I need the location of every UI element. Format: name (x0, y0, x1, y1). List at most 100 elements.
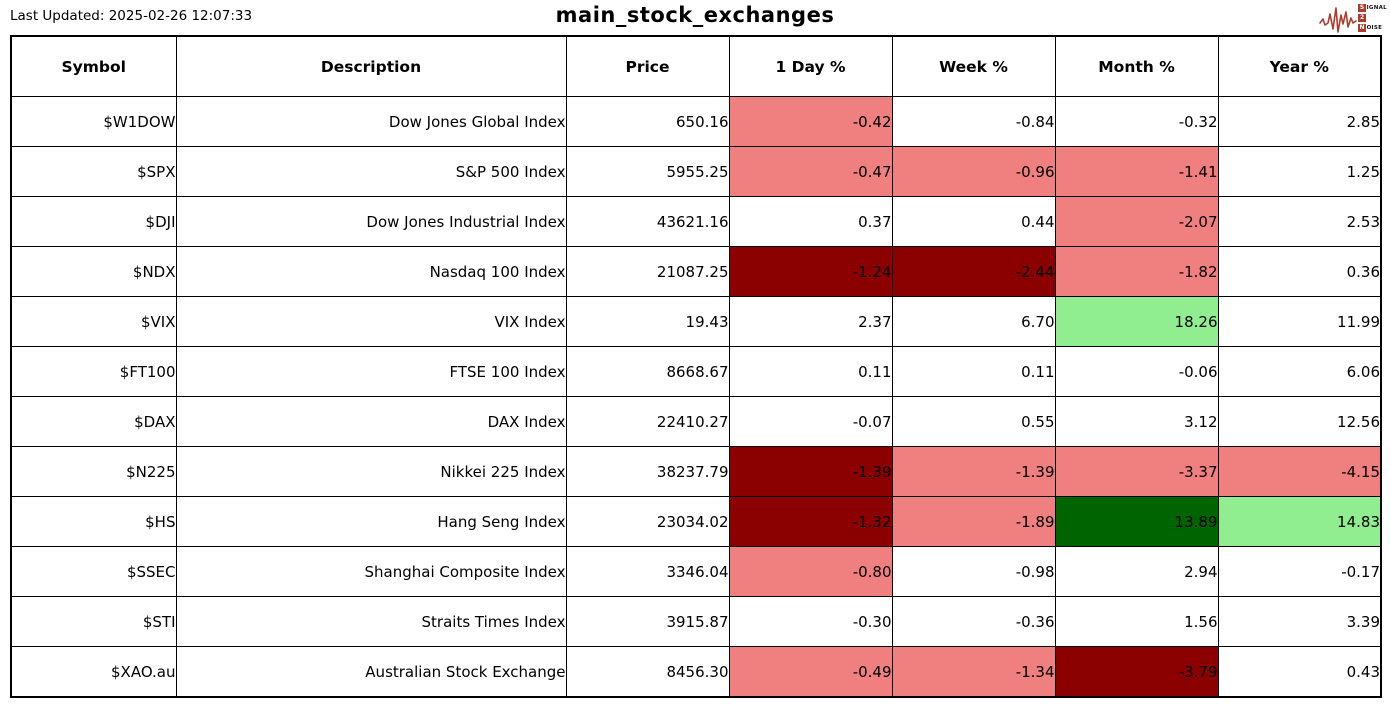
cell-week: -2.44 (891, 246, 1056, 297)
cell-description: Nasdaq 100 Index (175, 246, 567, 297)
cell-week: -1.39 (891, 446, 1056, 497)
cell-day: -1.39 (728, 446, 893, 497)
logo-line-2: 2 (1358, 14, 1387, 23)
table-row: $SSEC Shanghai Composite Index 3346.04 -0.8… (10, 546, 1382, 597)
cell-price: 8668.67 (565, 346, 730, 397)
cell-month: -3.37 (1054, 446, 1219, 497)
cell-day: 2.37 (728, 296, 893, 347)
cell-description: Dow Jones Global Index (175, 96, 567, 147)
cell-month: -0.06 (1054, 346, 1219, 397)
cell-day: -0.49 (728, 646, 893, 698)
cell-price: 23034.02 (565, 496, 730, 547)
header-row: Symbol Description Price 1 Day % Week % … (10, 35, 1382, 97)
cell-description: Australian Stock Exchange (175, 646, 567, 698)
cell-price: 3346.04 (565, 546, 730, 597)
cell-day: -0.47 (728, 146, 893, 197)
cell-month: -1.82 (1054, 246, 1219, 297)
cell-symbol: $NDX (10, 246, 177, 297)
column-header-price: Price (565, 35, 730, 97)
cell-month: -2.07 (1054, 196, 1219, 247)
cell-symbol: $SPX (10, 146, 177, 197)
cell-week: -1.34 (891, 646, 1056, 698)
logo-line-signal: S IGNAL (1358, 4, 1387, 12)
cell-week: -0.98 (891, 546, 1056, 597)
cell-day: -0.07 (728, 396, 893, 447)
signal2noise-logo: S IGNAL 2 N OISE (1319, 2, 1387, 34)
cell-year: 2.53 (1217, 196, 1382, 247)
waveform-icon (1319, 7, 1357, 33)
cell-description: DAX Index (175, 396, 567, 447)
table-row: $STI Straits Times Index 3915.87 -0.30 -0.36… (10, 596, 1382, 647)
cell-year: 6.06 (1217, 346, 1382, 397)
cell-day: -0.80 (728, 546, 893, 597)
cell-week: 0.44 (891, 196, 1056, 247)
cell-price: 19.43 (565, 296, 730, 347)
cell-price: 43621.16 (565, 196, 730, 247)
cell-year: 0.43 (1217, 646, 1382, 698)
cell-symbol: $N225 (10, 446, 177, 497)
cell-month: 18.26 (1054, 296, 1219, 347)
cell-symbol: $FT100 (10, 346, 177, 397)
cell-week: -1.89 (891, 496, 1056, 547)
cell-description: Straits Times Index (175, 596, 567, 647)
cell-day: 0.37 (728, 196, 893, 247)
cell-month: 1.56 (1054, 596, 1219, 647)
column-header-month: Month % (1054, 35, 1219, 97)
cell-week: -0.36 (891, 596, 1056, 647)
logo-line-noise: N OISE (1358, 24, 1383, 32)
cell-week: -0.96 (891, 146, 1056, 197)
cell-price: 21087.25 (565, 246, 730, 297)
column-header-year: Year % (1217, 35, 1382, 97)
cell-year: 1.25 (1217, 146, 1382, 197)
table-row: $FT100 FTSE 100 Index 8668.67 0.11 0.11 -0.06… (10, 346, 1382, 397)
logo-text: S IGNAL 2 N OISE (1358, 4, 1387, 33)
cell-price: 650.16 (565, 96, 730, 147)
cell-month: -0.32 (1054, 96, 1219, 147)
cell-year: 12.56 (1217, 396, 1382, 447)
table-row: $N225 Nikkei 225 Index 38237.79 -1.39 -1.39-… (10, 446, 1382, 497)
cell-symbol: $VIX (10, 296, 177, 347)
cell-price: 38237.79 (565, 446, 730, 497)
cell-week: 0.11 (891, 346, 1056, 397)
cell-year: 0.36 (1217, 246, 1382, 297)
cell-month: -1.41 (1054, 146, 1219, 197)
cell-description: Nikkei 225 Index (175, 446, 567, 497)
cell-symbol: $W1DOW (10, 96, 177, 147)
cell-week: 0.55 (891, 396, 1056, 447)
logo-square-s: S (1358, 4, 1367, 12)
cell-week: -0.84 (891, 96, 1056, 147)
page-title: main_stock_exchanges (555, 3, 835, 27)
cell-day: -0.30 (728, 596, 893, 647)
stock-exchanges-table: Symbol Description Price 1 Day % Week % … (10, 35, 1382, 698)
cell-symbol: $DJI (10, 196, 177, 247)
cell-day: -1.24 (728, 246, 893, 297)
table-row: $W1DOW Dow Jones Global Index 650.16 -0.42-… (10, 96, 1382, 147)
table-body: $W1DOW Dow Jones Global Index 650.16 -0.42-… (10, 96, 1382, 698)
cell-description: Dow Jones Industrial Index (175, 196, 567, 247)
table-row: $SPX S&P 500 Index 5955.25 -0.47 -0.96 -1.41 1… (10, 146, 1382, 197)
column-header-symbol: Symbol (10, 35, 177, 97)
cell-price: 5955.25 (565, 146, 730, 197)
cell-price: 3915.87 (565, 596, 730, 647)
cell-symbol: $SSEC (10, 546, 177, 597)
cell-description: VIX Index (175, 296, 567, 347)
cell-description: Hang Seng Index (175, 496, 567, 547)
cell-symbol: $DAX (10, 396, 177, 447)
cell-symbol: $HS (10, 496, 177, 547)
cell-year: 3.39 (1217, 596, 1382, 647)
cell-symbol: $XAO.au (10, 646, 177, 698)
column-header-description: Description (175, 35, 567, 97)
table-row: $VIX VIX Index 19.43 2.37 6.70 18.26 11.99 (10, 296, 1382, 347)
table-row: $HS Hang Seng Index 23034.02 -1.32 -1.89 13.8… (10, 496, 1382, 547)
table-row: $XAO.au Australian Stock Exchange 8456.30-… (10, 646, 1382, 698)
table-row: $DJI Dow Jones Industrial Index 43621.16 0.… (10, 196, 1382, 247)
cell-day: -0.42 (728, 96, 893, 147)
logo-square-n: N (1358, 24, 1367, 32)
cell-price: 8456.30 (565, 646, 730, 698)
cell-year: 2.85 (1217, 96, 1382, 147)
cell-month: 2.94 (1054, 546, 1219, 597)
cell-description: S&P 500 Index (175, 146, 567, 197)
table-row: $DAX DAX Index 22410.27 -0.07 0.55 3.12 12.56 (10, 396, 1382, 447)
cell-price: 22410.27 (565, 396, 730, 447)
